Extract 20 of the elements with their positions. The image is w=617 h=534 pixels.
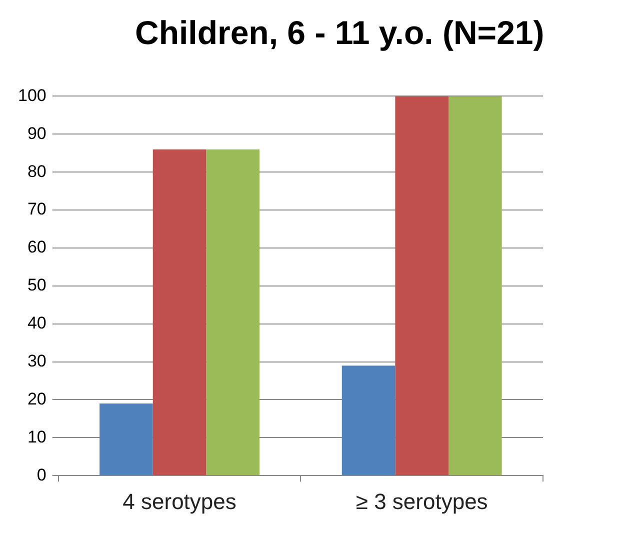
- y-tick-label: 80: [27, 162, 46, 181]
- y-tick-label: 0: [36, 465, 46, 484]
- bar: [100, 404, 153, 476]
- bar: [395, 96, 448, 476]
- bar: [342, 366, 396, 476]
- y-tick-label: 90: [27, 124, 46, 143]
- x-tick-label: 4 serotypes: [122, 488, 236, 514]
- y-tick-label: 20: [27, 389, 46, 408]
- y-tick-label: 10: [27, 427, 46, 446]
- bar: [206, 149, 260, 476]
- y-tick-label: 70: [27, 200, 46, 219]
- y-tick-label: 40: [27, 314, 46, 333]
- x-tick-label: ≥ 3 serotypes: [356, 488, 488, 514]
- bar: [152, 149, 206, 476]
- y-tick-label: 50: [27, 276, 46, 295]
- chart-title: Children, 6 - 11 y.o. (N=21): [134, 14, 546, 52]
- bar: [448, 96, 502, 476]
- y-tick-label: 60: [27, 238, 46, 257]
- y-tick-label: 100: [18, 86, 46, 105]
- y-tick-label: 30: [27, 351, 46, 370]
